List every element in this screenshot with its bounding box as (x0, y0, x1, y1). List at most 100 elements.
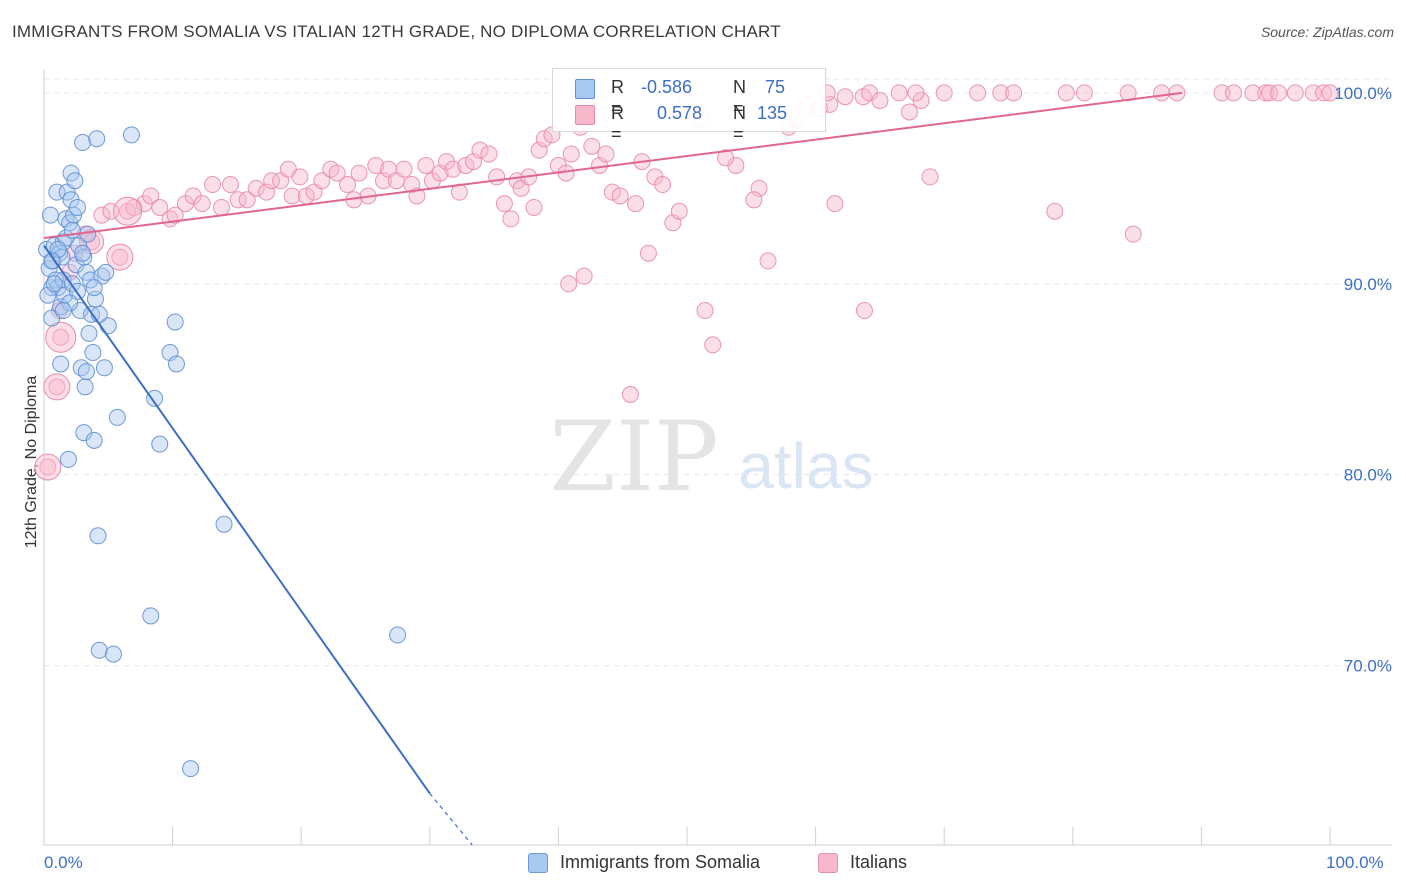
italians-point (921, 168, 939, 186)
somalia-point (52, 355, 70, 373)
italians-point-large (113, 196, 143, 226)
italians-point (93, 206, 111, 224)
italians-point (328, 164, 346, 182)
italians-point (291, 168, 309, 186)
somalia-point (85, 279, 103, 297)
italians-point (745, 191, 763, 209)
italians-point (102, 202, 120, 220)
somalia-point (66, 172, 84, 190)
italians-point (992, 84, 1010, 102)
italians-point (704, 336, 722, 354)
italians-point (151, 198, 169, 216)
r-label: R = (611, 77, 624, 118)
italians-point (338, 176, 356, 194)
n-label: N = (733, 103, 746, 144)
somalia-point (62, 164, 80, 182)
italians-point (562, 145, 580, 163)
italians-point (1225, 84, 1243, 102)
italians-point (1057, 84, 1075, 102)
somalia-point (77, 363, 95, 381)
y-tick-label: 100.0% (1334, 84, 1392, 103)
italians-point (83, 233, 101, 251)
italians-point (1213, 84, 1231, 102)
italians-point (969, 84, 987, 102)
italians-point (871, 92, 889, 110)
legend-swatch-somalia (528, 852, 548, 873)
somalia-point (97, 263, 115, 281)
r-value: 0.578 (657, 103, 703, 123)
italians-point (221, 176, 239, 194)
watermark-atlas: atlas (738, 430, 873, 502)
somalia-point (104, 645, 122, 663)
italians-point (836, 88, 854, 106)
italians-point (696, 302, 714, 320)
somalia-trend-extension (429, 793, 473, 846)
legend-item-italians: Italians (818, 852, 907, 873)
italians-point (229, 191, 247, 209)
italians-point (826, 195, 844, 213)
somalia-point (88, 130, 106, 148)
italians-point (142, 187, 160, 205)
italians-point (759, 252, 777, 270)
somalia-point (41, 206, 59, 224)
somalia-point (65, 206, 83, 224)
italians-point (166, 206, 184, 224)
italians-point (627, 195, 645, 213)
stats-box: R = -0.586 N = 75 R = 0.578 N = 135 (552, 68, 826, 144)
somalia-point (79, 225, 97, 243)
n-value: 135 (757, 103, 788, 123)
italians-point (1261, 84, 1279, 102)
italians-point (471, 141, 489, 159)
italians-point-large (106, 243, 134, 271)
somalia-point (146, 389, 164, 407)
italians-point (48, 378, 66, 396)
italians-point (1270, 84, 1288, 102)
somalia-point (389, 626, 407, 644)
italians-point (212, 198, 230, 216)
chart-title: IMMIGRANTS FROM SOMALIA VS ITALIAN 12TH … (12, 22, 781, 41)
watermark-zip: ZIP (549, 401, 718, 513)
italians-point (890, 84, 908, 102)
italians-point (1075, 84, 1093, 102)
somalia-point (167, 355, 185, 373)
italians-point (457, 156, 475, 174)
italians-point (611, 187, 629, 205)
italians-point (583, 137, 601, 155)
r-value: -0.586 (641, 77, 693, 97)
grid-lines (44, 78, 1392, 667)
y-tick-label: 70.0% (1344, 657, 1392, 676)
y-tick-labels: 70.0% 80.0% 90.0% 100.0% (1334, 84, 1392, 676)
italians-point (654, 176, 672, 194)
italians-point (313, 172, 331, 190)
somalia-point (90, 305, 108, 323)
italians-point (350, 164, 368, 182)
somalia-point (45, 275, 63, 293)
somalia-point (182, 760, 200, 778)
somalia-points (38, 126, 407, 778)
italians-point (52, 328, 70, 346)
source-label: Source: ZipAtlas.com (1260, 24, 1394, 40)
italians-point-large (34, 453, 62, 481)
italians-point (1124, 225, 1142, 243)
italians-point (488, 168, 506, 186)
somalia-point (54, 302, 72, 320)
italians-point (575, 267, 593, 285)
italians-point (525, 198, 543, 216)
somalia-point (89, 527, 107, 545)
italians-swatch (575, 105, 595, 125)
italians-point (639, 244, 657, 262)
somalia-point (59, 450, 77, 468)
somalia-point (76, 378, 94, 396)
trend-lines (43, 91, 1183, 846)
italians-point (193, 195, 211, 213)
somalia-trend-line (43, 245, 431, 795)
italians-point (1321, 84, 1339, 102)
somalia-point (68, 198, 86, 216)
italians-point (1286, 84, 1304, 102)
italians-point (1315, 84, 1333, 102)
y-tick-label: 80.0% (1344, 466, 1392, 485)
italians-point (444, 160, 462, 178)
italians-point (1304, 84, 1322, 102)
italians-point (900, 103, 918, 121)
